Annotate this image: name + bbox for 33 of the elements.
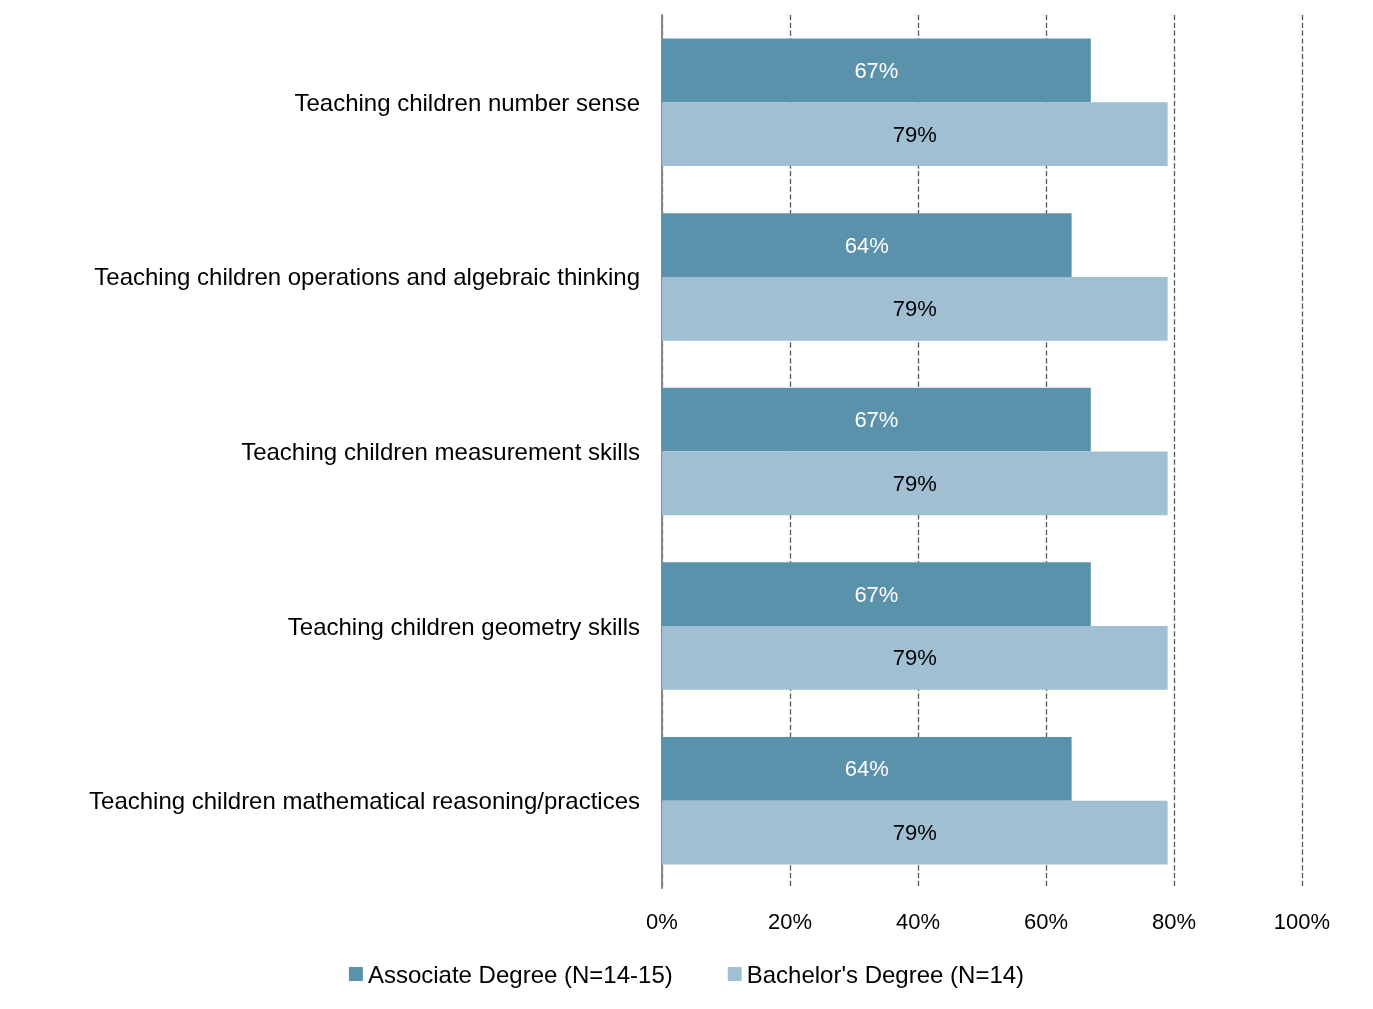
bar [662,626,1168,690]
bar [662,276,1168,341]
bar [662,800,1168,865]
bar [662,562,1091,627]
bar [662,387,1091,452]
x-tick-label: 80% [1151,908,1197,934]
bar [662,102,1168,167]
data-label: 67% [854,57,899,83]
data-label: 79% [892,820,937,846]
data-label: 79% [892,121,937,147]
bar [662,213,1072,277]
data-label: 79% [892,470,937,496]
data-label: 64% [844,232,889,258]
x-tick-label: 100% [1273,908,1331,934]
x-tick-label: 20% [767,908,813,934]
y-tick-label: Teaching children mathematical reasoning/practices [89,787,640,815]
y-tick-label: Teaching children number sense [294,88,640,116]
y-tick-label: Teaching children operations and algebraic thinking [94,263,640,291]
data-label: 79% [892,645,937,671]
bar [662,451,1168,516]
x-tick-label: 60% [1023,908,1069,934]
legend-label: Bachelor's Degree (N=14) [746,960,1025,988]
x-tick-label: 40% [895,908,941,934]
bar [662,38,1091,103]
data-label: 67% [854,407,899,433]
y-tick-label: Teaching children measurement skills [241,438,640,465]
y-tick-label: Teaching children geometry skills [287,612,640,640]
data-label: 64% [844,756,889,782]
data-label: 79% [892,296,937,322]
data-label: 67% [854,581,899,607]
legend-label: Associate Degree (N=14-15) [367,960,673,988]
x-tick-label: 0% [646,908,678,934]
bar [662,736,1072,801]
